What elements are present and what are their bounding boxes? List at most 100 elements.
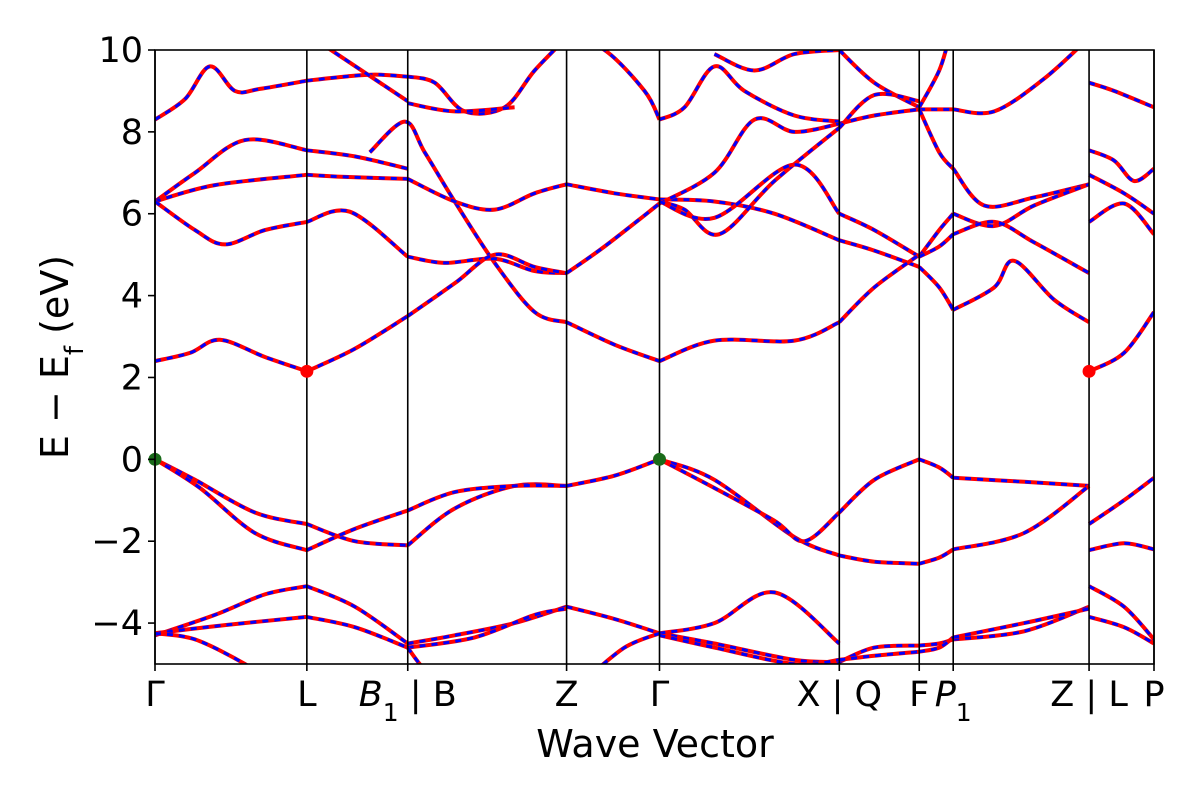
band-line [1087, 476, 1154, 526]
band-line-overlay [658, 64, 840, 124]
band-line [1088, 541, 1154, 553]
band-line-overlay [917, 108, 955, 170]
band-line [1088, 584, 1154, 641]
band-line [407, 50, 558, 116]
band-line-overlay [406, 252, 567, 318]
band-line-overlay [306, 615, 409, 649]
x-tick-label: Z [555, 675, 579, 715]
x-tick-label: X | Q [797, 675, 883, 715]
band-line [155, 631, 249, 664]
band-line [953, 475, 1090, 488]
band-line [406, 177, 568, 212]
band-line [917, 265, 955, 311]
x-tick-label: P1 [935, 675, 972, 727]
band-line-overlay [838, 50, 920, 109]
band-line [1088, 148, 1154, 184]
band-line-overlay [368, 120, 568, 324]
band-line-overlay [406, 646, 422, 664]
band-line [1088, 310, 1154, 374]
band-line-overlay [328, 50, 409, 103]
band-line-overlay [155, 173, 307, 203]
vbm-marker [652, 452, 666, 466]
band-line-overlay [407, 177, 568, 212]
band-line [155, 64, 308, 122]
band-line-overlay [952, 182, 1090, 228]
band-line [406, 252, 567, 318]
band-line [600, 50, 662, 121]
x-tick-label: Γ [650, 675, 670, 715]
band-line-overlay [713, 50, 840, 72]
band-line-overlay [918, 212, 955, 258]
band-line [306, 208, 409, 259]
band-line [838, 553, 920, 566]
band-line-overlay [953, 476, 1090, 488]
band-line-overlay [838, 644, 920, 664]
band-line-overlay [658, 163, 841, 221]
band-line [155, 172, 308, 204]
band-line-overlay [952, 259, 1090, 324]
band-line-overlay [407, 605, 568, 645]
band-line-overlay [659, 631, 840, 664]
band-line [837, 457, 921, 514]
y-axis: −4 −2 0 2 4 6 8 10 [91, 31, 155, 644]
band-line [952, 484, 1091, 552]
band-line [713, 50, 840, 73]
band-line-overlay [838, 253, 921, 324]
cbm-marker [1082, 364, 1096, 378]
y-tick-label: 8 [121, 113, 143, 153]
band-line-overlay [155, 200, 308, 246]
band-line-overlay [918, 548, 954, 566]
x-tick-label: B1 | B [359, 675, 457, 727]
band-line-overlay [953, 50, 1079, 115]
band-line [658, 457, 841, 544]
band-line [600, 631, 661, 664]
band-line-overlay [659, 590, 841, 645]
band-line [952, 50, 1080, 116]
band-line-overlay [306, 73, 408, 83]
band-line-overlay [1088, 584, 1154, 641]
band-line-overlay [306, 584, 409, 645]
band-line-overlay [565, 202, 661, 275]
band-line [658, 320, 841, 363]
band-line-overlay [155, 615, 307, 635]
band-line-overlay [566, 182, 660, 201]
x-axis: Γ L B1 | B Z Γ X | Q F P1 Z | L P [145, 664, 1165, 727]
band-line-overlay [1088, 201, 1154, 236]
x-axis-label: Wave Vector [536, 722, 774, 766]
band-line [155, 199, 308, 247]
band-line-overlay [566, 605, 660, 635]
band-line [406, 482, 567, 547]
band-line-overlay [918, 265, 955, 311]
band-line-overlay [407, 50, 557, 116]
band-line [1088, 80, 1154, 110]
y-tick-label: 6 [121, 195, 143, 235]
band-line-overlay [155, 584, 308, 637]
band-line-overlay [918, 233, 955, 259]
band-line-overlay [952, 220, 1090, 275]
band-line [839, 649, 920, 662]
band-line-overlay [918, 457, 955, 479]
band-line [917, 108, 955, 171]
band-line-overlay [155, 458, 308, 552]
band-line-overlay [406, 482, 567, 547]
y-tick-label: 2 [121, 358, 143, 398]
band-line-overlay [155, 631, 248, 664]
band-line-overlay [306, 314, 409, 373]
y-tick-label: 4 [121, 277, 143, 317]
band-line-overlay [1088, 81, 1154, 109]
band-line-overlay [155, 137, 308, 203]
band-line [368, 119, 568, 325]
band-line-overlay [1088, 173, 1154, 215]
band-line-overlay [919, 637, 954, 648]
band-line [658, 116, 840, 206]
band-line-overlay [917, 50, 948, 109]
band-line-overlay [918, 636, 955, 654]
x-tick-label: F [909, 675, 929, 715]
band-line-overlay [565, 320, 661, 363]
band-line-overlay [838, 92, 920, 129]
band-line [407, 101, 515, 114]
bands-layer [155, 50, 1154, 664]
band-line-overlay [155, 338, 308, 373]
band-line-overlay [155, 64, 308, 121]
